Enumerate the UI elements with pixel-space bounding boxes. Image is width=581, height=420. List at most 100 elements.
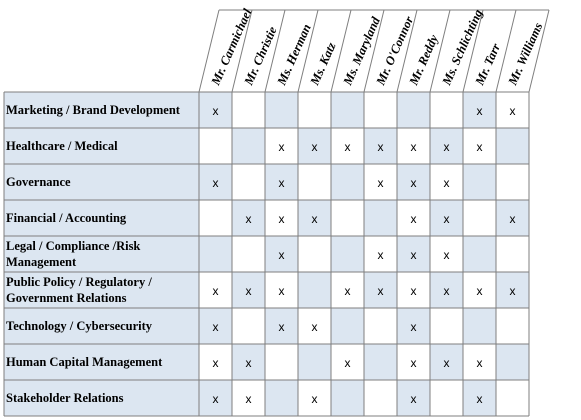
skill-row: Governance x x x x x	[4, 164, 529, 200]
matrix-cell	[397, 344, 430, 380]
matrix-cell	[430, 200, 463, 236]
matrix-cell	[397, 128, 430, 164]
skill-mark: x	[378, 284, 384, 298]
row-label-cell	[4, 164, 199, 200]
matrix-cell	[232, 344, 265, 380]
skill-mark: x	[279, 176, 285, 190]
row-label-cell	[4, 200, 199, 236]
skill-mark: x	[444, 212, 450, 226]
matrix-cell	[199, 236, 232, 272]
matrix-cell	[199, 164, 232, 200]
header-divider	[264, 9, 286, 93]
header-divider	[528, 9, 550, 93]
matrix-cell	[232, 164, 265, 200]
skill-mark: x	[279, 248, 285, 262]
skill-mark: x	[246, 284, 252, 298]
skill-mark: x	[345, 284, 351, 298]
header-divider	[495, 9, 517, 93]
matrix-cell	[397, 236, 430, 272]
matrix-cell	[232, 272, 265, 308]
matrix-cell	[298, 236, 331, 272]
row-label-cell	[4, 272, 199, 308]
matrix-cell	[397, 164, 430, 200]
matrix-cell	[331, 128, 364, 164]
matrix-cell	[331, 92, 364, 128]
matrix-cell	[430, 308, 463, 344]
skill-mark: x	[411, 176, 417, 190]
matrix-cell	[364, 128, 397, 164]
matrix-cell	[331, 380, 364, 416]
matrix-cell	[463, 92, 496, 128]
matrix-cell	[199, 380, 232, 416]
skill-mark: x	[411, 392, 417, 406]
matrix-cell	[298, 128, 331, 164]
grid	[3, 91, 530, 417]
skill-mark: x	[213, 176, 219, 190]
skill-row: Legal / Compliance /Risk Management x x x x	[4, 236, 529, 272]
skill-mark: x	[477, 356, 483, 370]
matrix-cell	[232, 236, 265, 272]
matrix-cell	[232, 92, 265, 128]
skill-label: Marketing / Brand Development	[6, 103, 181, 117]
matrix-cell	[496, 128, 529, 164]
skill-mark: x	[444, 356, 450, 370]
skill-mark: x	[444, 284, 450, 298]
matrix-cell	[364, 380, 397, 416]
skill-label: Management	[6, 255, 77, 269]
skill-label: Human Capital Management	[6, 355, 163, 369]
matrix-cell	[199, 128, 232, 164]
skill-mark: x	[246, 212, 252, 226]
skill-mark: x	[411, 320, 417, 334]
matrix-cell	[232, 308, 265, 344]
matrix-cell	[463, 380, 496, 416]
matrix-cell	[496, 92, 529, 128]
row-label-cell	[4, 308, 199, 344]
matrix-cell	[430, 164, 463, 200]
matrix-cell	[265, 308, 298, 344]
matrix-cell	[364, 308, 397, 344]
header-divider	[396, 9, 418, 93]
matrix-cell	[430, 92, 463, 128]
skill-row: Human Capital Management x x x x x x	[4, 344, 529, 380]
skill-mark: x	[312, 212, 318, 226]
skill-mark: x	[444, 248, 450, 262]
skill-mark: x	[213, 392, 219, 406]
skill-mark: x	[312, 320, 318, 334]
matrix-cell	[298, 200, 331, 236]
matrix-cell	[397, 272, 430, 308]
matrix-cell	[463, 272, 496, 308]
skill-mark: x	[411, 248, 417, 262]
matrix-cell	[199, 92, 232, 128]
matrix-cell	[265, 344, 298, 380]
matrix-cell	[496, 272, 529, 308]
skill-mark: x	[246, 356, 252, 370]
matrix-cell	[265, 128, 298, 164]
skill-mark: x	[411, 212, 417, 226]
header-divider	[297, 9, 319, 93]
skill-mark: x	[345, 356, 351, 370]
skill-mark: x	[444, 176, 450, 190]
skill-mark: x	[411, 356, 417, 370]
matrix-cell	[298, 164, 331, 200]
column-name: Mr. Reddy	[406, 32, 441, 88]
matrix-cell	[496, 308, 529, 344]
matrix-cell	[397, 380, 430, 416]
skill-row: Healthcare / Medical x x x x x x x	[4, 128, 529, 164]
skill-mark: x	[444, 140, 450, 154]
skill-mark: x	[378, 140, 384, 154]
matrix-cell	[364, 200, 397, 236]
matrix-cell	[364, 164, 397, 200]
matrix-cell	[331, 164, 364, 200]
matrix-cell	[265, 272, 298, 308]
skill-mark: x	[378, 176, 384, 190]
matrix-cell	[199, 272, 232, 308]
matrix-cell	[463, 164, 496, 200]
skill-mark: x	[246, 392, 252, 406]
matrix-cell	[463, 344, 496, 380]
matrix-cell	[199, 344, 232, 380]
matrix-cell	[397, 92, 430, 128]
matrix-cell	[298, 380, 331, 416]
matrix-cell	[496, 380, 529, 416]
